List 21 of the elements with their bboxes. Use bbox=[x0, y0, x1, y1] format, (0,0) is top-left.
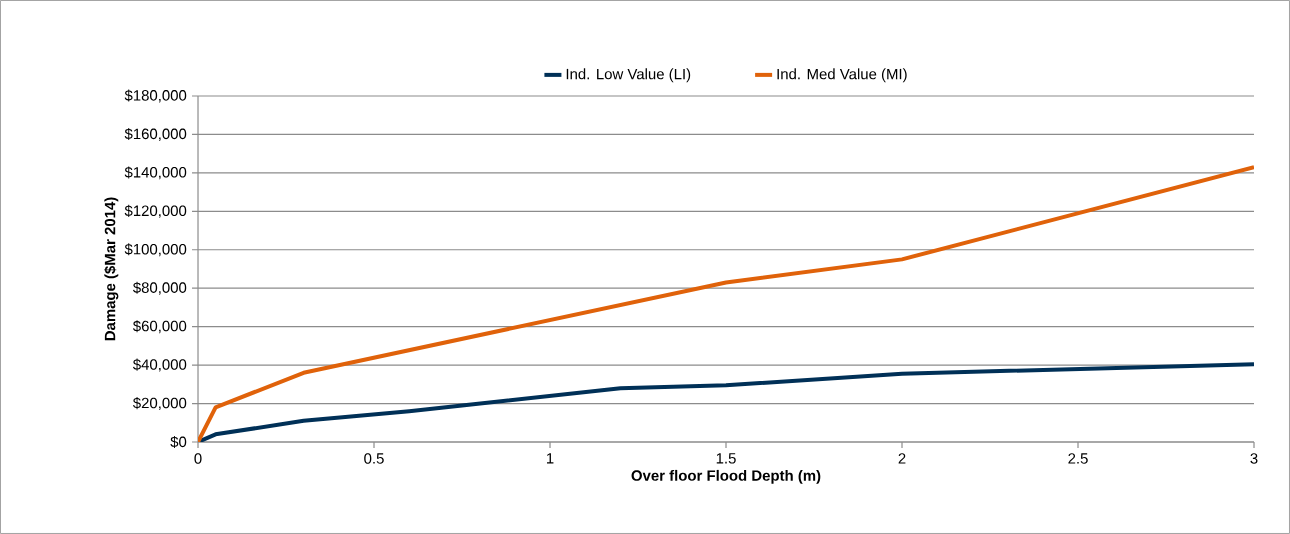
y-tick-label: $100,000 bbox=[124, 243, 187, 257]
y-tick-label: $20,000 bbox=[132, 397, 187, 411]
legend-label: Ind. Low Value (LI) bbox=[566, 68, 691, 83]
y-tick-label: $120,000 bbox=[124, 204, 187, 218]
x-tick-label: 2 bbox=[898, 453, 906, 464]
x-axis-title: Over floor Flood Depth (m) bbox=[631, 469, 821, 484]
x-tick-label: 1 bbox=[546, 453, 554, 464]
y-tick-label: $40,000 bbox=[132, 358, 187, 372]
y-tick-label: $0 bbox=[170, 435, 187, 449]
y-axis-title: Damage ($Mar 2014) bbox=[104, 197, 119, 341]
legend-label: Ind. Med Value (MI) bbox=[777, 68, 907, 83]
y-tick-label: $140,000 bbox=[124, 166, 187, 180]
x-tick-label: 1.5 bbox=[716, 453, 736, 464]
y-tick-label: $180,000 bbox=[124, 89, 187, 103]
y-tick-label: $60,000 bbox=[132, 320, 187, 334]
y-tick-label: $160,000 bbox=[124, 127, 187, 141]
y-tick-label: $80,000 bbox=[132, 281, 187, 295]
x-tick-label: 2.5 bbox=[1068, 453, 1088, 464]
x-tick-label: 3 bbox=[1250, 453, 1258, 464]
x-tick-label: 0.5 bbox=[364, 453, 384, 464]
x-tick-label: 0 bbox=[194, 453, 202, 464]
